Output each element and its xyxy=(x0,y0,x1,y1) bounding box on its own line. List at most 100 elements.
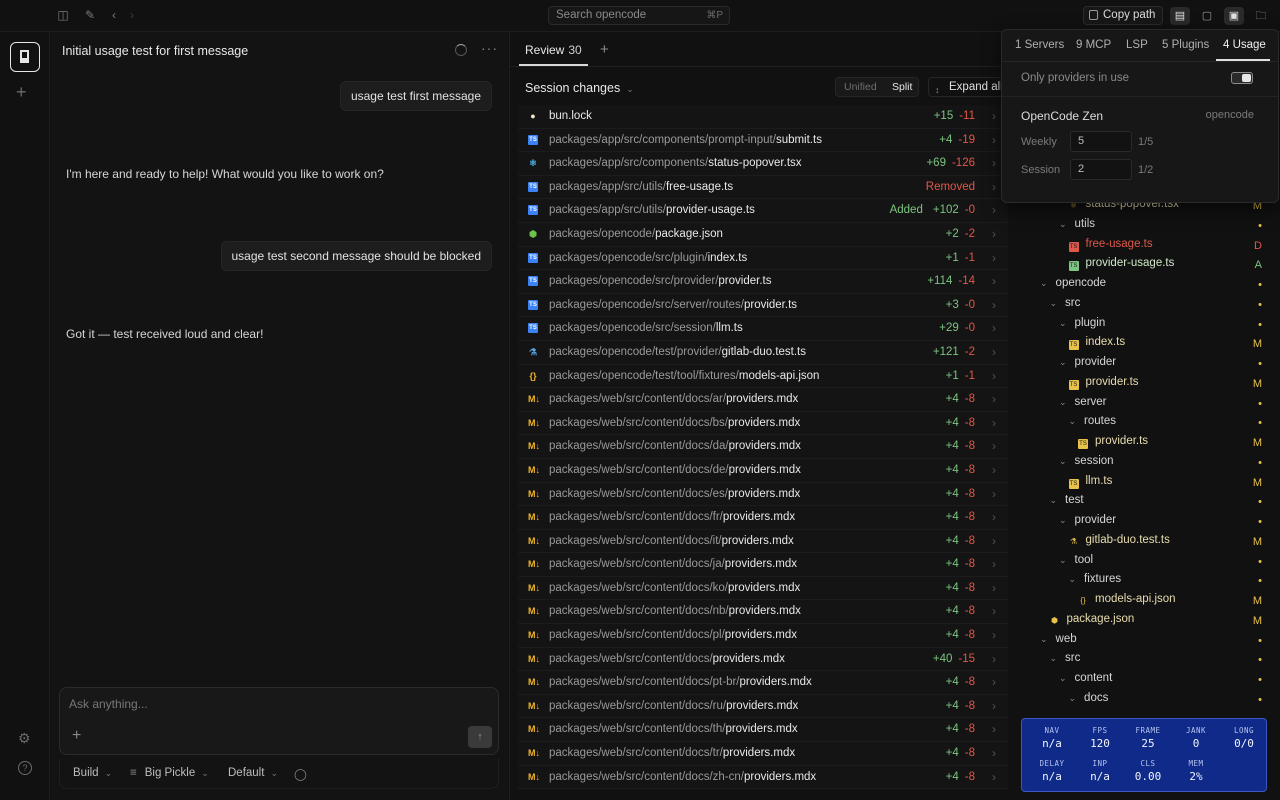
changed-file-row[interactable]: M↓ packages/web/src/content/docs/da/provi… xyxy=(518,435,1008,459)
changed-file-row[interactable]: TS packages/opencode/src/session/llm.ts +2… xyxy=(518,317,1008,341)
copy-path-button[interactable]: Copy path xyxy=(1083,6,1164,25)
changed-file-row[interactable]: M↓ packages/web/src/content/docs/fr/provi… xyxy=(518,506,1008,530)
tree-file[interactable]: TS index.ts xyxy=(1068,336,1125,356)
tree-file[interactable]: ⚗ gitlab-duo.test.ts xyxy=(1069,534,1170,554)
weekly-limit-input[interactable]: 5 xyxy=(1070,131,1132,152)
expand-icon: ↕ xyxy=(935,85,940,95)
changed-file-row[interactable]: {} packages/opencode/test/tool/fixtures/m… xyxy=(518,364,1008,389)
variant-select[interactable]: Default ⌄ xyxy=(228,767,278,779)
tree-file[interactable]: {} models-api.json xyxy=(1078,593,1175,613)
new-session-icon[interactable]: ✎ xyxy=(84,8,96,22)
changed-file-row[interactable]: M↓ packages/web/src/content/docs/ko/provi… xyxy=(518,576,1008,601)
forward-icon[interactable]: › xyxy=(130,8,134,22)
file-dir: packages/web/src/content/docs/pl/ xyxy=(549,629,725,642)
sidebar-toggle-icon[interactable]: ◫ xyxy=(57,8,69,22)
tab-usage[interactable]: 4 Usage xyxy=(1223,39,1266,51)
tree-folder[interactable]: ⌄ server xyxy=(1059,396,1107,416)
changed-file-row[interactable]: ⚛ packages/app/src/components/status-popo… xyxy=(518,152,1008,176)
tree-folder[interactable]: ⌄ docs xyxy=(1069,692,1109,712)
tree-file[interactable]: TS llm.ts xyxy=(1068,475,1112,495)
changed-file-row[interactable]: ⚗ packages/opencode/test/provider/gitlab-… xyxy=(518,340,1008,365)
tree-file[interactable]: TS free-usage.ts xyxy=(1068,238,1153,258)
tab-review[interactable]: Review 30 xyxy=(519,40,588,66)
file-name: bun.lock xyxy=(549,110,592,122)
review-panel-toggle-icon[interactable]: ▤ xyxy=(1170,7,1190,25)
changed-file-row[interactable]: M↓ packages/web/src/content/docs/es/provi… xyxy=(518,482,1008,507)
changed-file-row[interactable]: M↓ packages/web/src/content/docs/pt-br/pr… xyxy=(518,671,1008,695)
file-dir: packages/opencode/test/provider/ xyxy=(549,345,722,358)
changed-file-row[interactable]: M↓ packages/web/src/content/docs/pl/provi… xyxy=(518,624,1008,648)
back-icon[interactable]: ‹ xyxy=(112,8,116,22)
changed-file-row[interactable]: M↓ packages/web/src/content/docs/tr/provi… xyxy=(518,742,1008,766)
settings-gear-icon[interactable]: ⚙ xyxy=(18,730,31,746)
split-option[interactable]: Split xyxy=(892,81,913,93)
expand-all-button[interactable]: ↕ Expand all xyxy=(928,77,1008,97)
tree-folder[interactable]: ⌄ session xyxy=(1059,455,1114,475)
terminal-toggle-icon[interactable]: ▢ xyxy=(1201,10,1213,22)
add-tab-icon[interactable]: + xyxy=(600,41,609,58)
prompt-input[interactable]: Ask anything... xyxy=(69,697,148,711)
tree-folder[interactable]: ⌄ plugin xyxy=(1059,317,1105,337)
add-project-icon[interactable]: + xyxy=(16,82,27,102)
agent-select[interactable]: Build ⌄ xyxy=(73,767,112,779)
tree-folder[interactable]: ⌄ src xyxy=(1050,297,1081,317)
changed-file-row[interactable]: TS packages/app/src/utils/free-usage.ts Re… xyxy=(518,175,1008,200)
file-tree-toggle-icon[interactable]: ▣ xyxy=(1224,7,1244,25)
mdx-file-icon: M↓ xyxy=(528,630,540,641)
changed-file-row[interactable]: ● bun.lock +15 -11 › xyxy=(518,105,1008,129)
tree-folder[interactable]: ⌄ routes xyxy=(1069,415,1117,435)
tab-lsp[interactable]: LSP xyxy=(1126,39,1148,51)
folder-icon[interactable]: 🗀 xyxy=(1255,10,1267,22)
tree-file[interactable]: TS provider-usage.ts xyxy=(1068,257,1174,277)
perf-metric-value: 0 xyxy=(1192,737,1200,750)
changed-file-row[interactable]: TS packages/opencode/src/plugin/index.ts +… xyxy=(518,246,1008,271)
changed-file-row[interactable]: M↓ packages/web/src/content/docs/th/provi… xyxy=(518,718,1008,743)
tree-file[interactable]: TS provider.ts xyxy=(1078,435,1148,455)
tree-file[interactable]: ⬢ package.json xyxy=(1050,613,1134,633)
tab-plugins[interactable]: 5 Plugins xyxy=(1162,39,1210,51)
prompt-composer[interactable]: Ask anything... + ↑ xyxy=(59,687,499,755)
tree-folder[interactable]: ⌄ fixtures xyxy=(1069,573,1122,593)
changed-file-row[interactable]: M↓ packages/web/src/content/docs/bs/provi… xyxy=(518,411,1008,436)
perf-metric-key: JANK xyxy=(1185,726,1207,735)
tab-mcp[interactable]: 9 MCP xyxy=(1076,39,1112,51)
help-icon[interactable]: ? xyxy=(18,761,32,775)
tree-folder[interactable]: ⌄ tool xyxy=(1059,554,1093,574)
tree-file[interactable]: TS provider.ts xyxy=(1068,376,1139,396)
changed-file-row[interactable]: TS packages/opencode/src/provider/provide… xyxy=(518,270,1008,294)
tree-folder[interactable]: ⌄ web xyxy=(1040,633,1077,653)
tree-folder[interactable]: ⌄ content xyxy=(1059,672,1112,692)
changed-file-row[interactable]: M↓ packages/web/src/content/docs/ar/provi… xyxy=(518,388,1008,412)
project-button[interactable] xyxy=(10,42,40,72)
only-providers-toggle[interactable] xyxy=(1231,72,1253,84)
changed-file-row[interactable]: M↓ packages/web/src/content/docs/ru/provi… xyxy=(518,694,1008,719)
tree-folder[interactable]: ⌄ provider xyxy=(1059,514,1116,534)
chevron-right-icon: › xyxy=(992,368,996,383)
changed-file-row[interactable]: M↓ packages/web/src/content/docs/nb/provi… xyxy=(518,600,1008,625)
send-button[interactable]: ↑ xyxy=(468,726,492,748)
model-select[interactable]: ≡ Big Pickle ⌄ xyxy=(130,767,209,779)
changed-file-row[interactable]: ⬢ packages/opencode/package.json +2 -2 › xyxy=(518,222,1008,247)
lines-removed: -8 xyxy=(964,393,975,406)
changed-file-row[interactable]: M↓ packages/web/src/content/docs/de/provi… xyxy=(518,458,1008,483)
session-changes-dropdown[interactable]: Session changes ⌄ xyxy=(525,81,634,95)
unified-option[interactable]: Unified xyxy=(844,81,877,93)
tree-folder[interactable]: ⌄ utils xyxy=(1059,218,1095,238)
permissions-shield-icon[interactable]: ◯ xyxy=(294,769,307,781)
more-options-icon[interactable]: ··· xyxy=(481,40,498,56)
tree-folder[interactable]: ⌄ src xyxy=(1050,652,1081,672)
changed-file-row[interactable]: TS packages/app/src/components/prompt-inp… xyxy=(518,128,1008,153)
search-input[interactable]: Search opencode ⌘P xyxy=(548,6,730,25)
tab-servers[interactable]: 1 Servers xyxy=(1015,39,1065,51)
changed-file-row[interactable]: M↓ packages/web/src/content/docs/provider… xyxy=(518,647,1008,672)
changed-file-row[interactable]: TS packages/opencode/src/server/routes/pr… xyxy=(518,293,1008,318)
attach-icon[interactable]: + xyxy=(72,727,82,744)
changed-file-row[interactable]: M↓ packages/web/src/content/docs/zh-cn/pr… xyxy=(518,765,1008,790)
session-limit-input[interactable]: 2 xyxy=(1070,159,1132,180)
tree-folder[interactable]: ⌄ provider xyxy=(1059,356,1116,376)
tree-folder[interactable]: ⌄ test xyxy=(1050,494,1084,514)
changed-file-row[interactable]: TS packages/app/src/utils/provider-usage.… xyxy=(518,199,1008,223)
changed-file-row[interactable]: M↓ packages/web/src/content/docs/it/provi… xyxy=(518,529,1008,554)
tree-folder[interactable]: ⌄ opencode xyxy=(1040,277,1106,297)
changed-file-row[interactable]: M↓ packages/web/src/content/docs/ja/provi… xyxy=(518,553,1008,577)
